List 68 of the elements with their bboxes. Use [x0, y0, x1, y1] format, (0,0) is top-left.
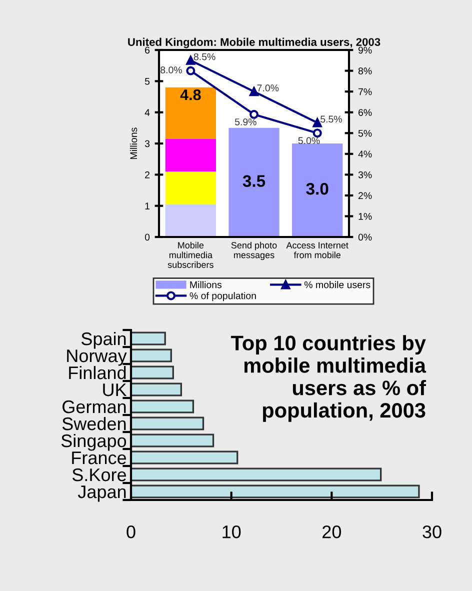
y-tick-label: UK: [103, 384, 127, 396]
y-tick-label: S.Kore: [72, 468, 126, 482]
y2-tick-label: 5%: [358, 130, 372, 137]
x-tick-label: 30: [422, 525, 442, 538]
y2-tick-label: 7%: [358, 88, 372, 96]
y-tick-label: Finland: [69, 366, 126, 380]
bar: [131, 434, 214, 448]
x-tick-label: 20: [322, 525, 342, 538]
total-label: 4.8: [180, 89, 201, 100]
y-tick-label: 2: [145, 171, 150, 178]
bar: [131, 450, 238, 464]
bar: [131, 382, 182, 396]
y-tick-label: 0: [144, 234, 150, 241]
x-tick-label: Mobile multimedia subscribers: [168, 242, 214, 268]
data-label: 5.9%: [234, 118, 256, 126]
point: [249, 87, 259, 96]
bar: [165, 204, 216, 237]
data-label: 7.0%: [257, 84, 279, 92]
data-label: 5.0%: [298, 137, 320, 144]
x-tick-label: 10: [222, 525, 241, 538]
y-tick-label: 3: [144, 140, 150, 148]
legend-label: % mobile users: [304, 281, 370, 288]
y-tick-label: German: [62, 400, 126, 414]
bar: [131, 400, 194, 414]
y2-tick-label: 2%: [358, 192, 372, 200]
y-tick-label: Spain: [81, 332, 126, 349]
point: [249, 110, 259, 119]
bar: [131, 468, 382, 482]
point: [186, 66, 196, 76]
y-tick-label: Sweden: [62, 416, 126, 430]
y-tick-label: 5: [144, 78, 150, 85]
data-label: 3.0: [306, 182, 328, 195]
y2-tick-label: 9%: [358, 46, 372, 54]
bar: [292, 144, 343, 237]
bar: [131, 332, 166, 346]
legend-label: Millions: [190, 281, 222, 288]
bar: [131, 366, 174, 380]
y-tick-label: Japan: [78, 486, 126, 502]
legend-label: % of population: [190, 292, 256, 302]
bar: [228, 128, 280, 237]
bar: [131, 416, 204, 430]
y-tick-label: 1: [145, 202, 150, 210]
y2-tick-label: 6%: [358, 109, 372, 116]
y2-tick-label: 4%: [358, 150, 372, 158]
bar: [131, 484, 420, 498]
y-tick-label: 6: [145, 46, 150, 54]
bar: [165, 138, 216, 172]
point: [312, 128, 322, 138]
data-label: 8.0%: [160, 66, 182, 74]
y-tick-label: France: [72, 452, 126, 464]
text: Top 10 countries by mobile multimedia users as % of population, 2003: [230, 335, 426, 422]
y2-tick-label: 0%: [358, 234, 372, 241]
y-axis-title: Millions: [130, 128, 138, 159]
bar: [165, 172, 216, 204]
data-label: 5.5%: [320, 116, 342, 123]
y-tick-label: 4: [144, 109, 150, 116]
y2-tick-label: 1%: [358, 213, 372, 220]
data-label: 3.5: [242, 175, 266, 187]
bar: [131, 348, 172, 362]
bar: [165, 87, 216, 139]
x-tick-label: Access Internet from mobile: [286, 242, 348, 258]
y2-tick-label: 8%: [358, 68, 372, 74]
x-tick-label: 0: [126, 525, 136, 538]
x-tick-label: Send photo messages: [231, 242, 277, 260]
y2-tick-label: 3%: [358, 171, 372, 178]
y-tick-label: Singapo: [61, 434, 126, 451]
y-tick-label: Norway: [67, 350, 127, 366]
data-label: 8.5%: [194, 53, 216, 60]
